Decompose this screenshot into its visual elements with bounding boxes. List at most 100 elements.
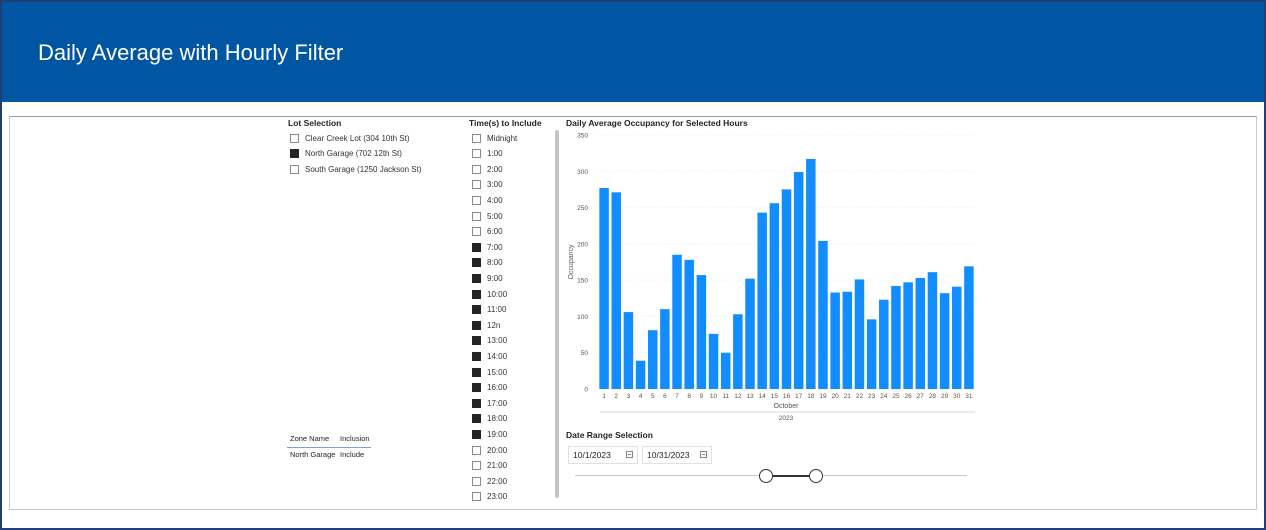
date-slider-end-handle[interactable]: [809, 469, 823, 483]
checkbox-checked[interactable]: [472, 429, 481, 439]
time-option-label: 4:00: [487, 195, 503, 205]
checkbox-checked[interactable]: [472, 305, 481, 315]
time-option[interactable]: 13:00: [472, 334, 507, 348]
checkbox-unchecked[interactable]: [472, 133, 481, 143]
lot-option[interactable]: North Garage (702 12th St): [290, 147, 402, 161]
time-option[interactable]: 3:00: [472, 178, 503, 192]
time-option[interactable]: 12n: [472, 318, 500, 332]
lot-option[interactable]: South Garage (1250 Jackson St): [290, 162, 422, 176]
time-option-label: 20:00: [487, 445, 508, 455]
calendar-icon[interactable]: [700, 451, 707, 458]
time-option-label: 9:00: [487, 273, 503, 283]
checkbox-unchecked[interactable]: [472, 211, 481, 221]
lot-slicer-title: Lot Selection: [288, 118, 342, 128]
end-date-value: 10/31/2023: [647, 450, 690, 460]
time-option-label: 18:00: [487, 414, 508, 424]
time-option-label: 5:00: [487, 211, 503, 221]
time-option[interactable]: 6:00: [472, 225, 503, 239]
checkbox-unchecked[interactable]: [472, 149, 481, 159]
time-option-label: 16:00: [487, 383, 508, 393]
time-option-label: 1:00: [487, 149, 503, 159]
time-option[interactable]: 8:00: [472, 256, 503, 270]
time-option-label: 3:00: [487, 180, 503, 190]
time-option[interactable]: Midnight: [472, 131, 517, 145]
checkbox-unchecked[interactable]: [472, 180, 481, 190]
checkbox-checked[interactable]: [472, 398, 481, 408]
checkbox-checked[interactable]: [472, 336, 481, 346]
page-title: Daily Average with Hourly Filter: [38, 40, 344, 65]
time-option[interactable]: 7:00: [472, 240, 503, 254]
time-option-label: 6:00: [487, 227, 503, 237]
time-option-label: 14:00: [487, 351, 508, 361]
zone-table-divider: [287, 447, 371, 448]
checkbox-checked[interactable]: [472, 320, 481, 330]
lot-option-label: North Garage (702 12th St): [305, 149, 402, 158]
zone-table-header-inclusion: Inclusion: [340, 434, 370, 443]
time-option-label: 10:00: [487, 289, 508, 299]
checkbox-checked[interactable]: [472, 367, 481, 377]
time-option-label: 12n: [487, 320, 501, 330]
chart-title: Daily Average Occupancy for Selected Hou…: [566, 118, 748, 128]
time-option[interactable]: 4:00: [472, 193, 503, 207]
time-slicer-title: Time(s) to Include: [469, 118, 542, 128]
time-option[interactable]: 15:00: [472, 365, 507, 379]
checkbox-unchecked[interactable]: [472, 492, 481, 502]
checkbox-checked[interactable]: [472, 273, 481, 283]
time-option[interactable]: 18:00: [472, 412, 507, 426]
checkbox-unchecked[interactable]: [472, 164, 481, 174]
time-option-label: 19:00: [487, 429, 508, 439]
time-option[interactable]: 17:00: [472, 396, 507, 410]
time-option[interactable]: 9:00: [472, 271, 503, 285]
end-date-input[interactable]: 10/31/2023: [642, 446, 712, 464]
time-option-label: 17:00: [487, 398, 508, 408]
time-option[interactable]: 16:00: [472, 381, 507, 395]
time-option-label: 8:00: [487, 258, 503, 268]
report-header: Daily Average with Hourly Filter: [2, 2, 1264, 102]
time-option[interactable]: 10:00: [472, 287, 507, 301]
date-slider-start-handle[interactable]: [759, 469, 773, 483]
start-date-value: 10/1/2023: [573, 450, 611, 460]
time-option-label: 23:00: [487, 492, 508, 502]
date-slider-range: [766, 475, 816, 477]
zone-table-header-zone: Zone Name: [290, 434, 330, 443]
time-option[interactable]: 2:00: [472, 162, 503, 176]
time-option-label: 15:00: [487, 367, 508, 377]
time-slicer-scrollbar[interactable]: [555, 130, 559, 498]
calendar-icon[interactable]: [626, 451, 633, 458]
checkbox-unchecked[interactable]: [472, 445, 481, 455]
time-option[interactable]: 23:00: [472, 490, 507, 504]
time-option[interactable]: 22:00: [472, 474, 507, 488]
time-option-label: 13:00: [487, 336, 508, 346]
time-option[interactable]: 14:00: [472, 349, 507, 363]
lot-option[interactable]: Clear Creek Lot (304 10th St): [290, 131, 410, 145]
time-option[interactable]: 19:00: [472, 427, 507, 441]
time-option-label: 7:00: [487, 242, 503, 252]
checkbox-checked[interactable]: [472, 414, 481, 424]
start-date-input[interactable]: 10/1/2023: [568, 446, 638, 464]
time-option-label: Midnight: [487, 133, 518, 143]
checkbox-checked[interactable]: [472, 383, 481, 393]
checkbox-unchecked[interactable]: [290, 133, 299, 143]
checkbox-checked[interactable]: [472, 351, 481, 361]
checkbox-checked[interactable]: [472, 258, 481, 268]
checkbox-unchecked[interactable]: [472, 227, 481, 237]
checkbox-checked[interactable]: [472, 242, 481, 252]
time-option-label: 21:00: [487, 461, 508, 471]
checkbox-unchecked[interactable]: [290, 164, 299, 174]
time-option[interactable]: 20:00: [472, 443, 507, 457]
time-option[interactable]: 5:00: [472, 209, 503, 223]
checkbox-checked[interactable]: [472, 289, 481, 299]
lot-option-label: Clear Creek Lot (304 10th St): [305, 133, 410, 143]
checkbox-unchecked[interactable]: [472, 461, 481, 471]
time-option-label: 2:00: [487, 164, 503, 174]
time-option[interactable]: 11:00: [472, 303, 506, 317]
zone-table-cell: Include: [340, 450, 365, 459]
lot-option-label: South Garage (1250 Jackson St): [305, 164, 422, 174]
checkbox-unchecked[interactable]: [472, 476, 481, 486]
checkbox-unchecked[interactable]: [472, 195, 481, 205]
time-option-label: 22:00: [487, 476, 508, 486]
checkbox-checked[interactable]: [290, 149, 299, 158]
time-option[interactable]: 1:00: [472, 147, 503, 161]
zone-table-cell: North Garage: [290, 450, 336, 459]
time-option[interactable]: 21:00: [472, 459, 507, 473]
